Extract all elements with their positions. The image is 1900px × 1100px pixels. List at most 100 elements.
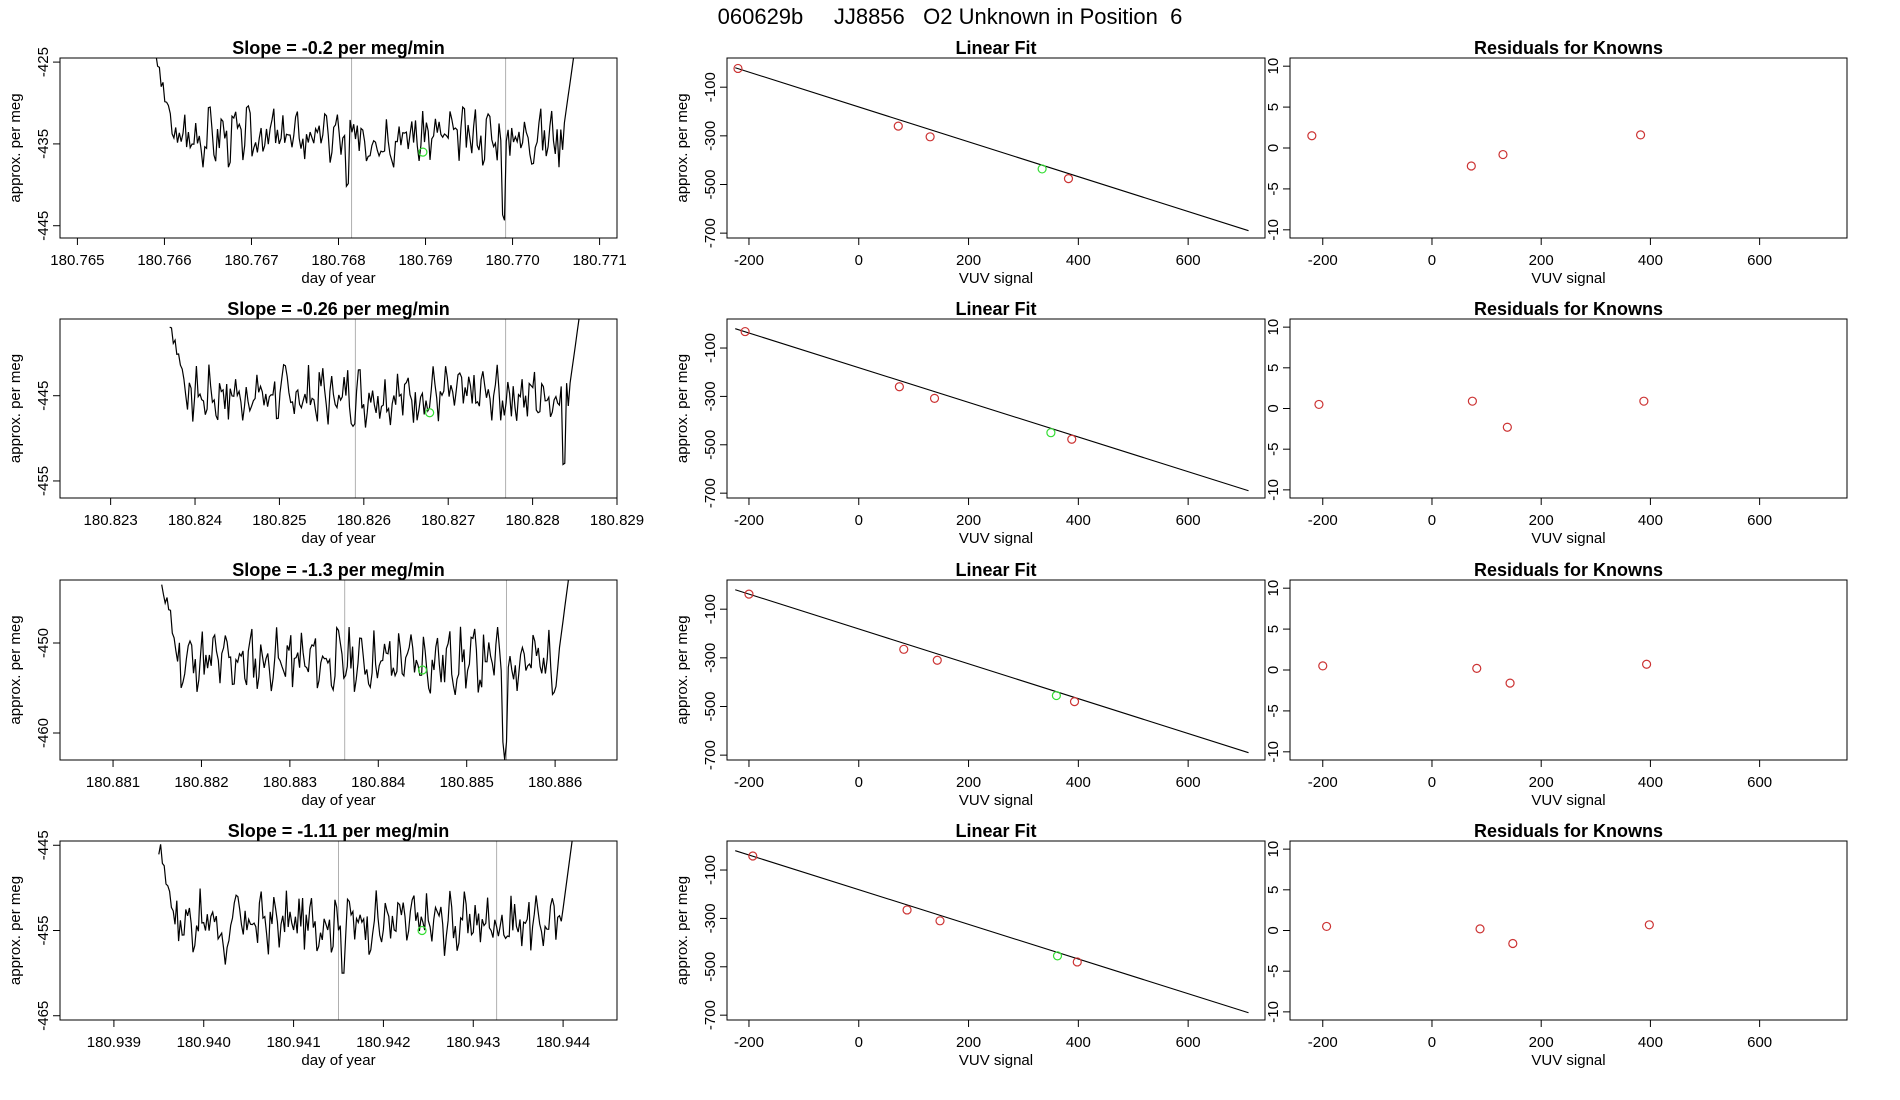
plot-area <box>169 319 580 498</box>
y-tick-label: -700 <box>702 740 719 770</box>
plot-frame <box>1289 840 1848 1021</box>
y-tick-label: -435 <box>35 129 52 159</box>
chart-panel-4-1: Slope = -1.11 per meg/min 180.939 180.940 1… <box>7 821 618 1069</box>
x-tick-label: 0 <box>855 512 863 529</box>
y-tick-label: -300 <box>702 643 719 673</box>
known-point <box>1508 938 1518 949</box>
x-tick-label: 600 <box>1747 1034 1772 1051</box>
known-point <box>929 393 940 403</box>
x-tick-label: 180.767 <box>224 252 278 269</box>
known-point <box>935 916 945 926</box>
known-point <box>894 382 904 392</box>
fit-line <box>735 67 1249 232</box>
x-tick-label: 180.771 <box>572 252 626 269</box>
y-tick-label: 5 <box>1265 886 1282 894</box>
x-tick-label: 0 <box>1428 774 1436 791</box>
x-tick-label: 180.765 <box>50 252 104 269</box>
chart-panel-4-3: Residuals for Knowns -200 0 200 400 600 10 5 0 -5… <box>1265 821 1848 1069</box>
x-axis-label: VUV signal <box>959 1052 1033 1069</box>
y-tick-label: -10 <box>1265 1001 1282 1023</box>
y-tick-label: -10 <box>1265 741 1282 763</box>
chart-panel-3-3: Residuals for Knowns -200 0 200 400 600 10 5 0 -5… <box>1265 560 1848 809</box>
y-tick-label: 0 <box>1265 666 1282 674</box>
known-point <box>925 132 935 142</box>
x-tick-label: 400 <box>1066 252 1091 269</box>
x-axis-label: day of year <box>301 1052 375 1069</box>
page-title: 060629b JJ8856 O2 Unknown in Position 6 <box>717 4 1183 29</box>
y-tick-label: -500 <box>702 169 719 199</box>
unknown-point <box>1046 428 1056 438</box>
y-axis-label: approx. per meg <box>674 93 691 202</box>
chart-title: Linear Fit <box>955 38 1036 58</box>
x-tick-label: 180.828 <box>505 512 559 529</box>
x-axis-label: day of year <box>301 530 375 547</box>
x-tick-label: 180.883 <box>263 774 317 791</box>
unknown-point <box>418 147 428 157</box>
x-tick-label: 180.939 <box>87 1034 141 1051</box>
x-tick-label: 180.885 <box>440 774 494 791</box>
known-point <box>1639 396 1649 406</box>
x-tick-label: 400 <box>1638 512 1663 529</box>
x-tick-label: 0 <box>855 1034 863 1051</box>
known-point <box>1635 130 1646 140</box>
chart-title: Slope = -1.11 per meg/min <box>228 821 450 841</box>
chart-title: Residuals for Knowns <box>1474 299 1663 319</box>
x-axis-label: day of year <box>301 270 375 287</box>
plot-frame <box>1289 318 1848 499</box>
x-tick-label: 0 <box>1428 512 1436 529</box>
known-point <box>1069 697 1080 707</box>
x-tick-label: -200 <box>734 512 764 529</box>
x-tick-label: 180.944 <box>536 1034 590 1051</box>
x-tick-label: -200 <box>1308 774 1338 791</box>
known-point <box>1467 396 1477 406</box>
y-tick-label: -700 <box>702 1000 719 1030</box>
x-tick-label: 180.766 <box>137 252 191 269</box>
y-axis-label: approx. per meg <box>674 354 691 463</box>
x-tick-label: 180.829 <box>590 512 644 529</box>
x-tick-label: -200 <box>734 774 764 791</box>
y-tick-label: -5 <box>1265 443 1282 456</box>
y-tick-label: 0 <box>1265 926 1282 934</box>
y-tick-label: -445 <box>35 830 52 860</box>
plot-frame <box>726 579 1266 761</box>
y-tick-label: -300 <box>702 381 719 411</box>
x-tick-label: 600 <box>1176 512 1201 529</box>
y-tick-label: 10 <box>1265 58 1282 75</box>
x-tick-label: 0 <box>855 774 863 791</box>
chart-title: Slope = -0.2 per meg/min <box>232 38 445 58</box>
known-point <box>1466 161 1476 171</box>
plot-area <box>161 580 569 760</box>
known-point <box>1067 434 1077 444</box>
plot-area <box>1318 659 1652 688</box>
known-point <box>1644 920 1654 930</box>
x-tick-label: 200 <box>1529 512 1554 529</box>
known-point <box>1472 663 1482 673</box>
y-tick-label: -700 <box>702 478 719 508</box>
y-tick-label: -455 <box>35 466 52 496</box>
unknown-point <box>1052 951 1063 961</box>
chart-title: Residuals for Knowns <box>1474 38 1663 58</box>
known-point <box>1314 399 1324 410</box>
y-tick-label: -450 <box>35 628 52 658</box>
y-tick-label: -10 <box>1265 479 1282 501</box>
y-tick-label: -100 <box>702 333 719 363</box>
plot-area <box>735 326 1249 492</box>
y-tick-label: -445 <box>35 381 52 411</box>
y-tick-label: -10 <box>1265 219 1282 241</box>
chart-title: Residuals for Knowns <box>1474 821 1663 841</box>
plot-area <box>733 63 1249 232</box>
x-axis-label: day of year <box>301 792 375 809</box>
x-tick-label: -200 <box>1308 1034 1338 1051</box>
chart-panel-2-2: Linear Fit -200 0 200 400 600 -100 -300 -500 -700… <box>674 299 1266 547</box>
x-tick-label: 180.941 <box>266 1034 320 1051</box>
known-point <box>1321 921 1332 932</box>
unknown-point <box>1051 690 1061 701</box>
y-tick-label: -300 <box>702 121 719 151</box>
plot-area <box>1307 130 1646 171</box>
known-point <box>1502 422 1512 432</box>
y-axis-label: approx. per meg <box>7 354 24 463</box>
y-axis-label: approx. per meg <box>674 615 691 724</box>
y-axis-label: approx. per meg <box>674 876 691 985</box>
x-tick-label: 0 <box>1428 1034 1436 1051</box>
x-tick-label: 180.824 <box>168 512 222 529</box>
